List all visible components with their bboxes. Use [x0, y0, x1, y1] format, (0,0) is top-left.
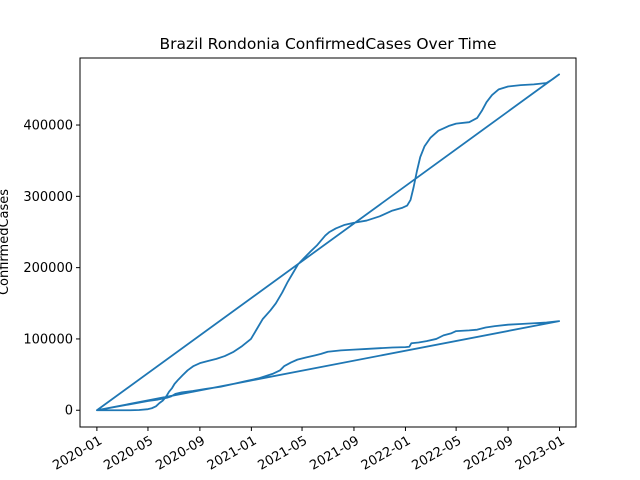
y-axis: 0 100000 200000 300000 400000: [23, 119, 80, 419]
x-tick-label: 2020-09: [153, 433, 208, 473]
x-tick-label: 2021-09: [307, 433, 362, 473]
x-tick-label: 2021-01: [205, 433, 260, 473]
series-line-confirmed-cases: [95, 73, 561, 412]
x-tick-label: 2023-01: [513, 433, 568, 473]
y-tick-label: 100000: [23, 332, 73, 347]
x-tick-label: 2022-05: [410, 433, 465, 473]
x-tick-label: 2020-05: [101, 433, 156, 473]
y-axis-label: ConfirmedCases: [0, 189, 12, 295]
x-tick-label: 2021-05: [255, 433, 310, 473]
x-tick-label: 2020-01: [50, 433, 105, 473]
chart-title: Brazil Rondonia ConfirmedCases Over Time: [160, 35, 497, 53]
y-tick-label: 0: [65, 404, 73, 419]
y-tick-label: 400000: [23, 119, 73, 134]
y-tick-label: 300000: [23, 190, 73, 205]
x-axis: 2020-012020-052020-092021-012021-052021-…: [50, 427, 568, 474]
y-tick-label: 200000: [23, 261, 73, 276]
x-tick-label: 2022-01: [359, 433, 414, 473]
plot-frame: [79, 57, 577, 428]
x-tick-label: 2022-09: [461, 433, 516, 473]
